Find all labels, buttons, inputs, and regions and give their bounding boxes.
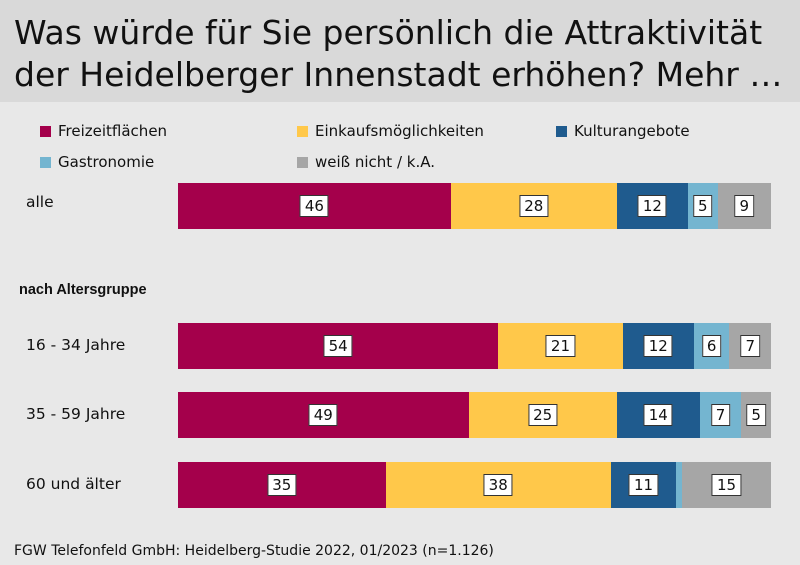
category-label-35-59: 35 - 59 Jahre	[26, 405, 126, 423]
bar-segment: 9	[717, 183, 771, 229]
bar-value-label: 21	[545, 335, 576, 357]
bar-value-label: 54	[323, 335, 353, 357]
bar-segment: 25	[468, 392, 617, 438]
bar-row: 46 28 12 5 9	[178, 183, 771, 229]
bar-row: 49 25 14 7 5	[178, 392, 771, 438]
bar-segment: 35	[178, 462, 386, 508]
bar-segment: 46	[178, 183, 451, 229]
bar-segment: 6	[693, 323, 730, 369]
legend-label: Freizeitflächen	[58, 122, 168, 140]
legend-item-einkaufsmoeglichkeiten: Einkaufsmöglichkeiten	[297, 121, 484, 141]
bar-segment: 12	[622, 323, 694, 369]
bar-segment: 15	[682, 462, 771, 508]
legend-item-kulturangebote: Kulturangebote	[556, 121, 690, 141]
bar-value-label: 35	[267, 474, 297, 496]
chart-title-line-1: Was würde für Sie persönlich die Attrakt…	[14, 13, 763, 52]
bar-segment: 21	[498, 323, 623, 369]
legend-label: Gastronomie	[58, 153, 155, 171]
bar-value-label: 9	[734, 195, 755, 217]
bar-value-label: 7	[710, 404, 731, 426]
bar-value-label: 38	[483, 474, 513, 496]
bar-value-label: 11	[628, 474, 659, 496]
bar-segment: 28	[450, 183, 617, 229]
legend-swatch	[297, 125, 308, 137]
bar-segment: 7	[729, 323, 771, 369]
source-footer: FGW Telefonfeld GmbH: Heidelberg-Studie …	[14, 543, 494, 559]
bar-value-label: 46	[299, 195, 329, 217]
bar-value-label: 14	[643, 404, 673, 426]
bar-row: 54 21 12 6 7	[178, 323, 771, 369]
bar-segment: 5	[687, 183, 718, 229]
title-box: Was würde für Sie persönlich die Attrakt…	[0, 0, 800, 102]
bar-segment: 49	[178, 392, 469, 438]
bar-value-label: 5	[746, 404, 766, 426]
legend-swatch	[40, 156, 51, 168]
legend-item-gastronomie: Gastronomie	[40, 152, 154, 172]
chart-title-line-2: der Heidelberger Innenstadt erhöhen? Meh…	[14, 55, 783, 94]
bar-value-label: 5	[692, 195, 713, 217]
legend-label: Einkaufsmöglichkeiten	[315, 122, 484, 140]
group-heading: nach Altersgruppe	[19, 282, 147, 298]
bar-value-label: 6	[701, 335, 722, 357]
legend-item-freizeitflaechen: Freizeitflächen	[40, 121, 167, 141]
bar-segment: 12	[616, 183, 688, 229]
bar-segment: 11	[610, 462, 677, 508]
category-label-16-34: 16 - 34 Jahre	[26, 336, 126, 354]
bar-segment: 7	[699, 392, 742, 438]
bar-value-label: 49	[308, 404, 338, 426]
legend-label: Kulturangebote	[574, 122, 690, 140]
bar-value-label: 12	[637, 195, 667, 217]
bar-value-label: 25	[528, 404, 558, 426]
bar-value-label: 12	[643, 335, 673, 357]
category-label-alle: alle	[26, 193, 54, 211]
bar-value-label: 15	[711, 474, 742, 496]
legend-swatch	[297, 156, 308, 168]
category-label-60-plus: 60 und älter	[26, 475, 121, 493]
legend-swatch	[556, 125, 567, 137]
bar-segment	[676, 462, 683, 508]
bar-segment: 54	[178, 323, 499, 369]
bar-value-label: 28	[519, 195, 549, 217]
bar-segment: 38	[385, 462, 611, 508]
legend-label: weiß nicht / k.A.	[315, 153, 435, 171]
bar-segment: 5	[741, 392, 771, 438]
legend-swatch	[40, 125, 51, 137]
bar-row: 35 38 11 15	[178, 462, 771, 508]
bar-segment: 14	[616, 392, 700, 438]
bar-value-label: 7	[740, 335, 760, 357]
legend-item-weiss-nicht: weiß nicht / k.A.	[297, 152, 435, 172]
